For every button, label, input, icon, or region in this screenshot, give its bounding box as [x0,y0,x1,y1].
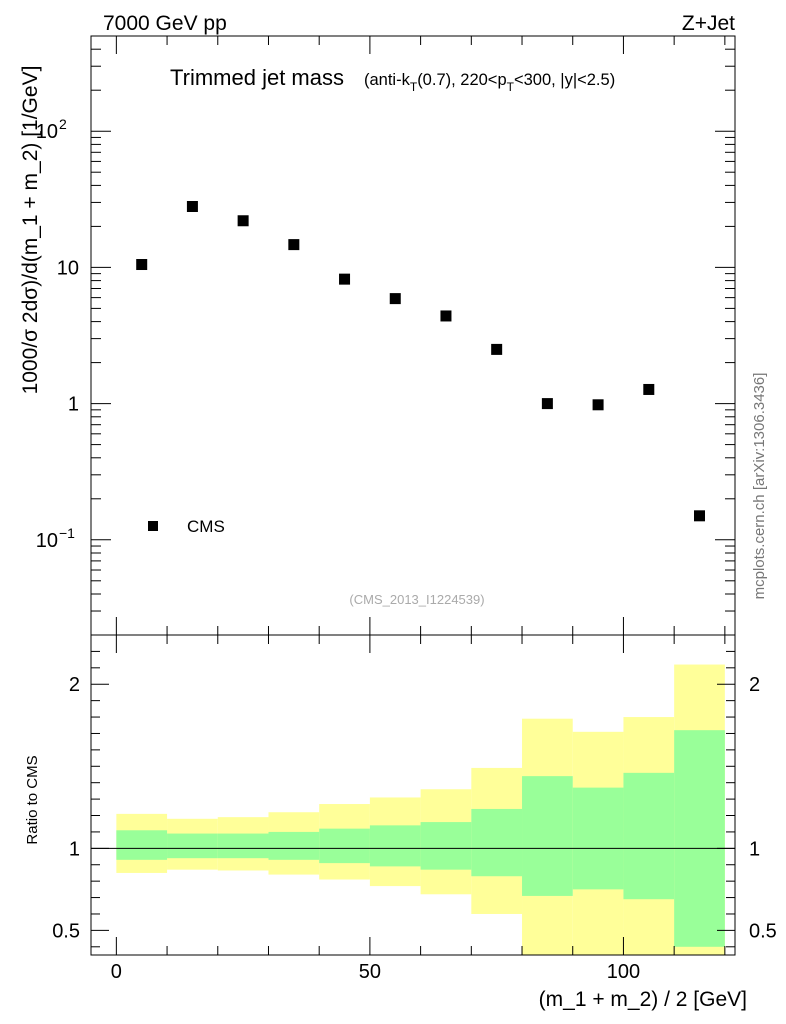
ratio-band-inner [572,787,624,890]
ratio-y-axis-label: Ratio to CMS [24,755,41,844]
cms-data-point [440,310,452,322]
ratio-band-inner [167,833,218,859]
main-y-tick-label-base: 10 [36,530,58,552]
cms-data-point [389,293,401,305]
ratio-plot-frame [90,634,736,956]
cut-text-1: (anti-k [364,71,411,89]
main-plot-frame [90,35,736,636]
cms-data-point [186,200,198,212]
x-tick-label: 100 [607,961,640,983]
ratio-y-tick-label-right: 2 [749,674,760,696]
main-plot-title-cuts: (anti-kT(0.7), 220<pT<300, |y|<2.5) [364,71,615,94]
main-y-tick-label: 10 [36,121,58,143]
ratio-band-inner [319,828,370,864]
x-tick-label: 50 [359,961,381,983]
main-plot-title: Trimmed jet mass [170,65,344,90]
analysis-id-label: (CMS_2013_I1224539) [349,592,484,607]
ratio-band-inner [522,776,573,896]
mcplots-watermark: mcplots.cern.ch [arXiv:1306.3436] [751,373,768,600]
main-y-tick-label-base: 10 [36,121,58,143]
main-y-tick-label-exp: −1 [59,525,75,541]
ratio-y-tick-label-left: 0.5 [52,920,80,942]
cms-data-point [288,239,300,251]
cut-sub-1: T [410,80,418,94]
x-axis-label: (m_1 + m_2) / 2 [GeV] [539,988,747,1011]
cms-data-point [237,215,249,227]
ratio-ticks [91,635,735,955]
main-plot: Trimmed jet mass (anti-kT(0.7), 220<pT<3… [19,35,736,636]
main-y-tick-label: 10 [57,257,79,279]
ratio-band-inner [623,772,675,900]
cms-data-points [136,200,706,522]
cms-data-point [136,259,148,271]
process-label: Z+Jet [682,12,735,35]
cms-data-point [643,383,655,395]
ratio-band-inner [116,830,168,860]
ratio-band-inner [369,825,421,867]
cut-sub-2: T [507,80,515,94]
main-y-tick-label: 1 [68,394,79,416]
main-y-tick-label: 10 [36,530,58,552]
ratio-y-tick-label-left: 2 [69,674,80,696]
legend-label-cms: CMS [187,517,225,536]
ratio-y-tick-label-left: 1 [69,838,80,860]
main-y-ticks [91,35,735,636]
ratio-band-inner [268,831,320,860]
ratio-band-inner [471,808,523,877]
cms-data-point [491,343,503,355]
cms-data-point [339,273,351,285]
cms-data-point [694,510,706,522]
ratio-bands [116,664,725,955]
ratio-y-tick-label-right: 1 [749,838,760,860]
main-y-tick-label-exp: 2 [59,116,67,132]
x-tick-label: 0 [111,961,122,983]
energy-label: 7000 GeV pp [103,12,227,35]
ratio-band-inner [674,730,725,947]
ratio-plot: 0.5 0.5 1 1 2 2 0 50 100 Ratio to CMS (m_1 + m_2… [24,634,777,1011]
ratio-band-inner [420,822,472,870]
ratio-band-inner [217,833,269,859]
main-y-axis-label: 1000/σ 2dσ)/d(m_1 + m_2) [1/GeV] [19,66,42,395]
ratio-tick-labels: 0.5 0.5 1 1 2 2 0 50 100 [52,674,777,983]
main-x-ticks [115,36,726,635]
cut-text-3: <300, |y|<2.5) [514,71,615,89]
cms-data-point [541,398,553,410]
cut-text-2: (0.7), 220<p [417,71,506,89]
cms-data-point [592,399,604,411]
legend-marker-cms [148,521,158,531]
ratio-y-tick-label-right: 0.5 [749,920,777,942]
